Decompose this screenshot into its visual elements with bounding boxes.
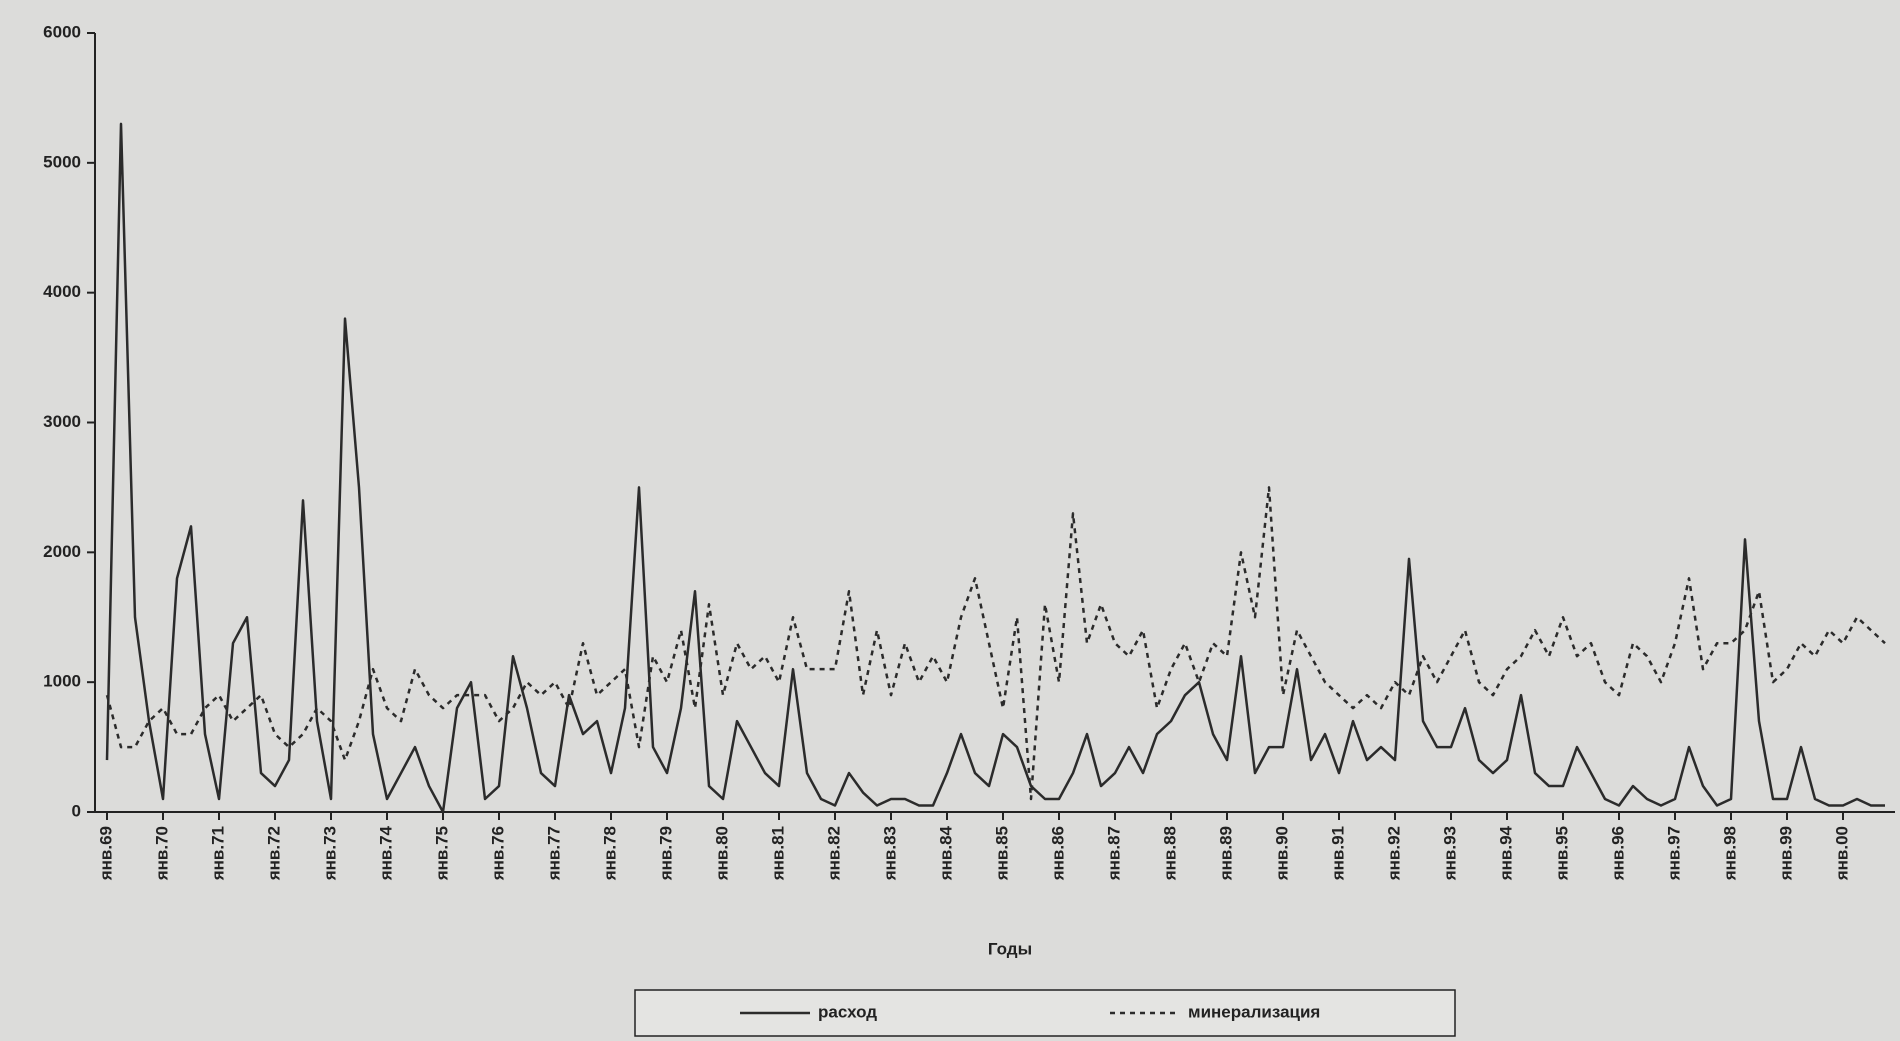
x-tick-label: янв.80 [712,826,731,881]
legend-label: минерализация [1188,1002,1320,1021]
x-tick-label: янв.83 [880,826,899,881]
x-tick-label: янв.91 [1328,826,1347,881]
x-tick-label: янв.72 [264,826,283,881]
x-tick-label: янв.99 [1776,826,1795,881]
x-tick-label: янв.90 [1272,826,1291,881]
x-tick-label: янв.88 [1160,826,1179,881]
x-tick-label: янв.86 [1048,826,1067,881]
x-tick-label: янв.77 [544,826,563,881]
y-tick-label: 3000 [43,412,81,431]
x-tick-label: янв.69 [96,826,115,881]
x-tick-label: янв.95 [1552,826,1571,881]
x-tick-label: янв.92 [1384,826,1403,881]
y-tick-label: 4000 [43,282,81,301]
x-tick-label: янв.81 [768,826,787,881]
y-tick-label: 2000 [43,542,81,561]
x-tick-label: янв.82 [824,826,843,881]
x-tick-label: янв.89 [1216,826,1235,881]
x-tick-label: янв.87 [1104,826,1123,881]
x-tick-label: янв.96 [1608,826,1627,881]
x-tick-label: янв.98 [1720,826,1739,881]
x-axis-title: Годы [988,939,1032,958]
x-tick-label: янв.75 [432,826,451,881]
y-tick-label: 5000 [43,152,81,171]
y-tick-label: 1000 [43,672,81,691]
legend-label: расход [818,1002,877,1021]
x-tick-label: янв.94 [1496,825,1515,881]
x-tick-label: янв.76 [488,826,507,881]
series-line [105,122,1885,814]
x-tick-label: янв.97 [1664,826,1683,881]
x-tick-label: янв.85 [992,826,1011,881]
x-tick-label: янв.93 [1440,826,1459,881]
x-tick-label: янв.00 [1832,826,1851,881]
x-tick-label: янв.74 [376,825,395,881]
y-tick-label: 6000 [43,22,81,41]
y-tick-label: 0 [72,801,81,820]
x-tick-label: янв.78 [600,826,619,881]
x-tick-label: янв.84 [936,825,955,881]
x-tick-label: янв.70 [152,826,171,881]
x-tick-label: янв.79 [656,826,675,881]
x-tick-label: янв.73 [320,826,339,881]
series-line [105,486,1886,801]
x-tick-label: янв.71 [208,826,227,881]
